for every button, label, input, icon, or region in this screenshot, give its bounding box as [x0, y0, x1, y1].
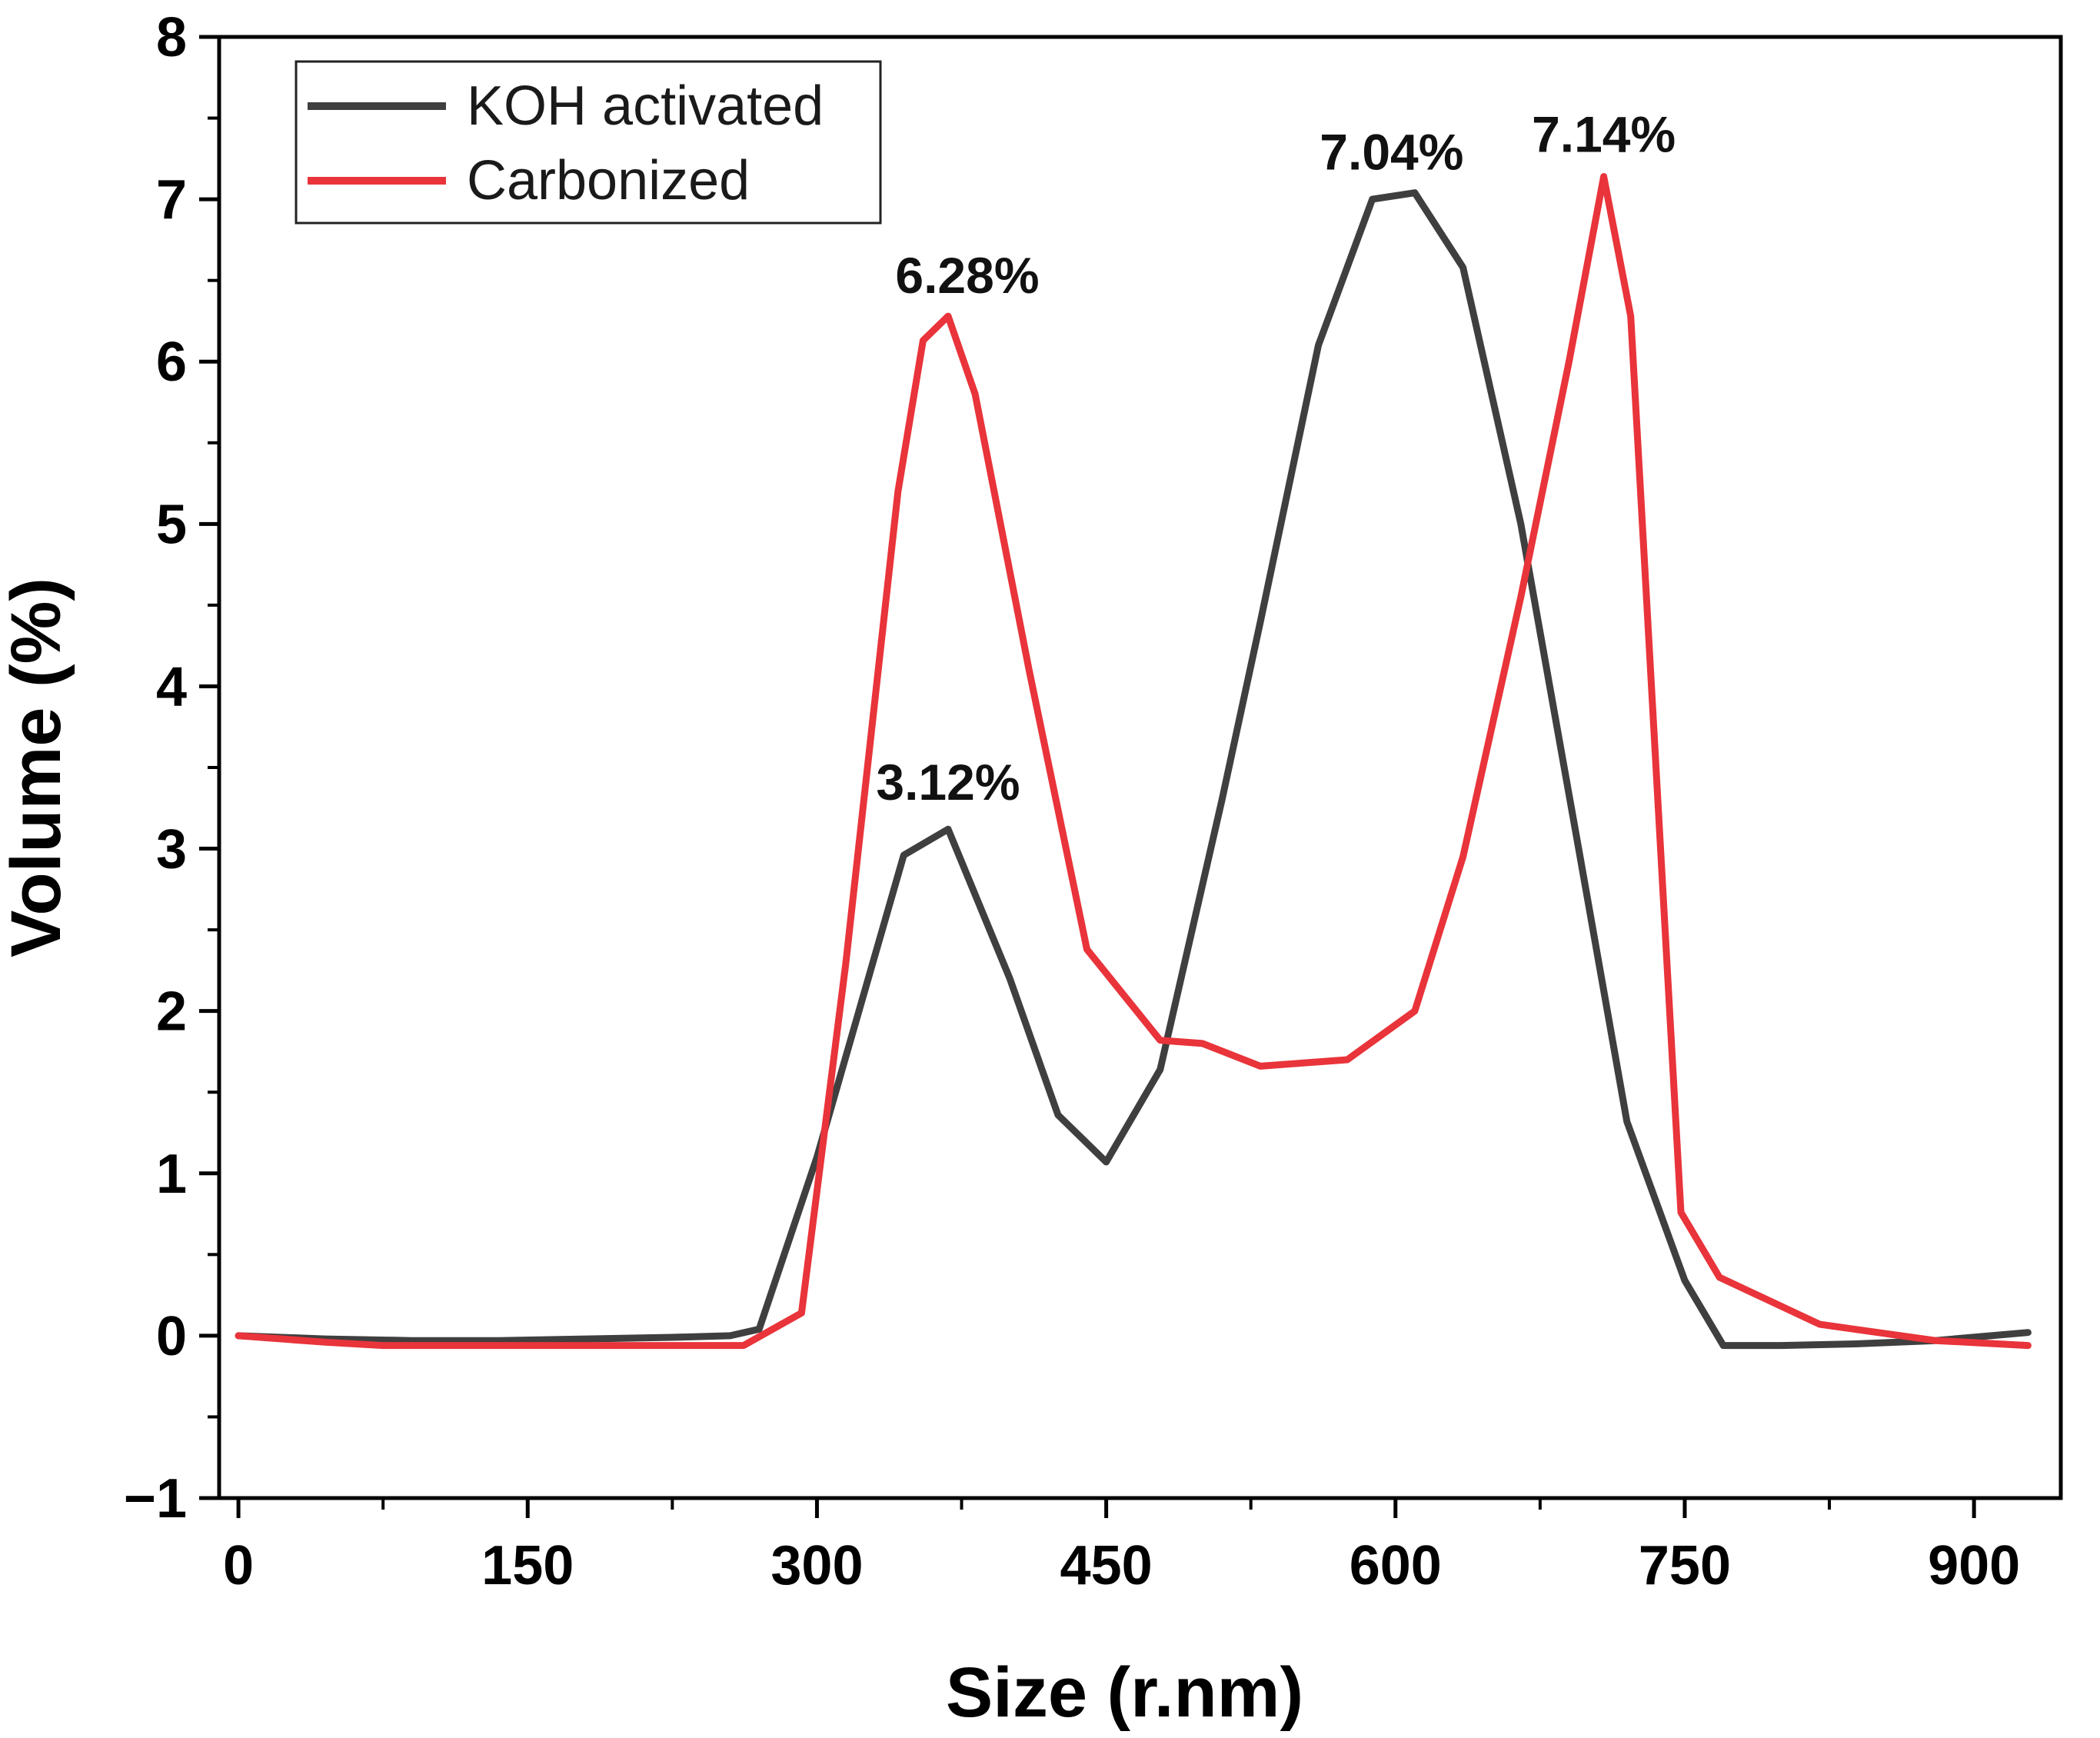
x-tick-label: 300 [770, 1535, 863, 1596]
legend-label: KOH activated [467, 75, 824, 137]
x-tick-label: 450 [1060, 1535, 1153, 1596]
y-tick-label: 5 [156, 494, 187, 555]
y-tick-label: 1 [156, 1144, 187, 1205]
plot-layer: 0 150 300 450 600 750 900 −1 0 1 2 3 4 5 6 7 8 Size (r.nm… [0, 7, 2063, 1732]
y-tick-label: −1 [124, 1468, 187, 1530]
y-tick-label: 8 [156, 7, 187, 68]
x-tick-label: 150 [481, 1535, 574, 1596]
legend-box [295, 60, 882, 225]
x-tick-label: 0 [223, 1535, 254, 1596]
y-tick-label: 6 [156, 331, 187, 393]
peak-label: 6.28% [895, 247, 1039, 304]
series-line-koh-activated [235, 189, 2032, 1350]
x-tick-label: 750 [1639, 1535, 1731, 1596]
y-tick-label: 2 [156, 981, 187, 1043]
peak-label: 3.12% [876, 754, 1020, 811]
y-axis-title: Volume (%) [0, 578, 75, 957]
x-tick-label: 600 [1350, 1535, 1442, 1596]
peak-label: 7.14% [1532, 106, 1676, 163]
x-axis-title: Size (r.nm) [946, 1653, 1303, 1732]
legend-label: Carbonized [467, 150, 750, 211]
y-tick-label: 3 [156, 819, 187, 881]
peak-label: 7.04% [1320, 124, 1463, 181]
x-tick-label: 900 [1928, 1535, 2020, 1596]
y-tick-label: 7 [156, 169, 187, 231]
y-tick-label: 4 [156, 656, 187, 718]
series-line-carbonized [235, 173, 2032, 1350]
y-tick-label: 0 [156, 1306, 187, 1367]
